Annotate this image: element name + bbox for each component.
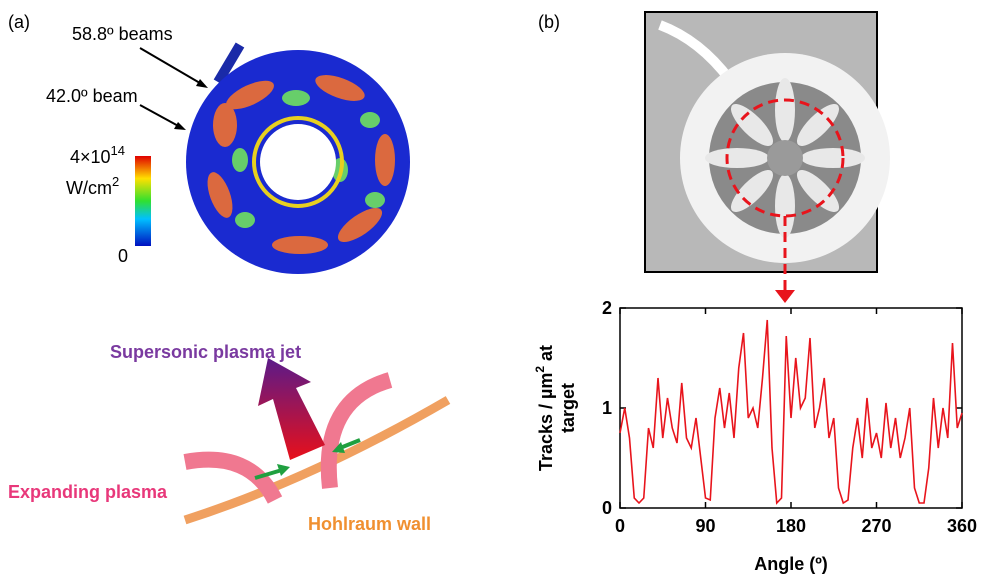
target-image [186, 45, 410, 274]
colorbar-unit: W/cm2 [66, 174, 119, 198]
x-tick-label: 180 [776, 516, 806, 536]
y-axis-label: Tracks / µm [536, 373, 556, 471]
schematic-label: Expanding plasma [8, 482, 168, 502]
colorbar [135, 156, 151, 246]
y-tick-label: 2 [602, 298, 612, 318]
panel-label: (b) [538, 12, 560, 32]
arrow [140, 48, 205, 86]
colorbar-label: 0 [118, 246, 128, 266]
colorbar-unit: 2 [112, 174, 119, 189]
y-tick-label: 1 [602, 398, 612, 418]
y-axis-label: target [558, 383, 578, 433]
data-line [620, 320, 962, 503]
schematic [185, 358, 448, 520]
arrowhead [174, 122, 186, 130]
x-tick-label: 360 [947, 516, 977, 536]
beam-label: 58.8º beams [72, 24, 173, 44]
schematic-label: Supersonic plasma jet [110, 342, 301, 362]
x-tick-label: 90 [695, 516, 715, 536]
colorbar-label: 4×10 [70, 147, 111, 167]
x-axis-label: Angle (º) [754, 554, 828, 574]
colorbar-label: 14 [111, 143, 125, 158]
beam-label: 42.0º beam [46, 86, 138, 106]
x-tick-label: 270 [861, 516, 891, 536]
colorbar-label: 4×1014 [70, 143, 125, 167]
arrow [140, 105, 182, 128]
y-tick-label: 0 [602, 498, 612, 518]
y-axis-label: at [536, 345, 556, 366]
plot: 0 1 2 0 90 180 270 360 [602, 298, 977, 536]
panel-label: (a) [8, 12, 30, 32]
arrowhead [196, 79, 208, 88]
x-tick-label: 0 [615, 516, 625, 536]
track-image [645, 12, 890, 303]
figure: (a) (b) 58.8º beams 42.0º beam 4×1014 W/… [0, 0, 996, 584]
schematic-label: Hohlraum wall [308, 514, 431, 534]
y-axis-label: Tracks / µm2 at [533, 345, 556, 471]
colorbar-unit: W/cm [66, 178, 112, 198]
